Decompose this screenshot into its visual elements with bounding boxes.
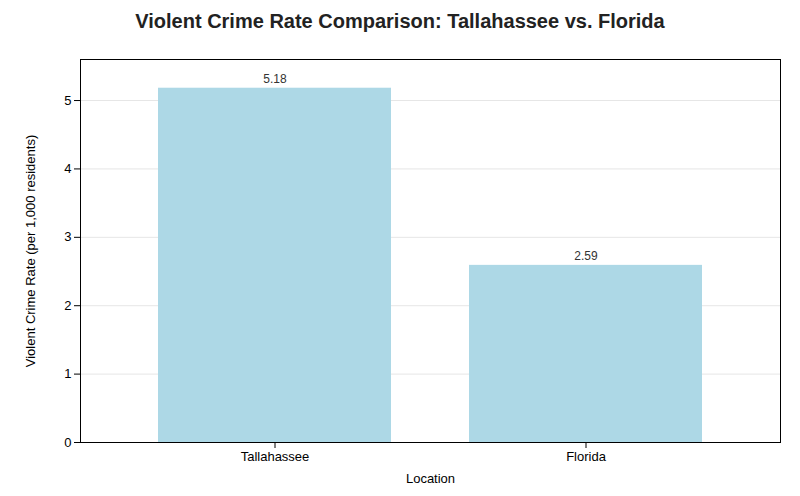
svg-text:5: 5 [64,93,71,108]
svg-text:Violent Crime Rate (per 1,000: Violent Crime Rate (per 1,000 residents) [23,135,38,367]
svg-text:3: 3 [64,229,71,244]
svg-text:5.18: 5.18 [263,72,287,86]
svg-text:4: 4 [64,161,71,176]
html-text:Violent Crime Rate Comparison:: Violent Crime Rate Comparison: Tallahass… [135,10,665,32]
svg-text:2.59: 2.59 [574,249,598,263]
svg-text:Tallahassee: Tallahassee [241,449,310,464]
svg-text:2: 2 [64,298,71,313]
svg-text:0: 0 [64,435,71,450]
svg-text:1: 1 [64,366,71,381]
svg-text:Florida: Florida [566,449,607,464]
svg-text:Location: Location [406,471,455,486]
